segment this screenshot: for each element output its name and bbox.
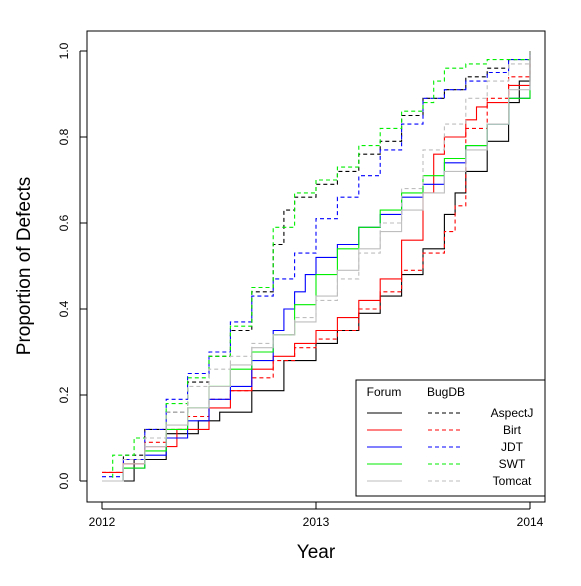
series-line-tomcat-forum (102, 51, 531, 482)
legend-entry-label: SWT (499, 457, 526, 471)
series-line-tomcat-bugdb (102, 51, 531, 482)
y-tick-label: 1.0 (57, 42, 71, 59)
x-tick-label: 2013 (303, 515, 330, 529)
series-line-birt-forum (102, 51, 531, 473)
legend: Forum BugDB AspectJ Birt JDT SWT Tomcat (355, 379, 546, 497)
legend-header-forum: Forum (367, 385, 402, 399)
series-layer (102, 51, 531, 482)
y-tick-label: 0.2 (57, 386, 71, 403)
legend-entry-label: AspectJ (491, 406, 534, 420)
axis-layer: 2012 2013 2014 0.0 0.2 0.4 0.6 0.8 1.0 (57, 42, 543, 529)
y-tick-label: 0.6 (57, 214, 71, 231)
y-tick-label: 0.8 (57, 128, 71, 145)
y-tick-label: 0.4 (57, 300, 71, 317)
x-tick-label: 2012 (89, 515, 116, 529)
series-line-jdt-forum (102, 51, 531, 482)
y-tick-label: 0.0 (57, 472, 71, 489)
legend-box (355, 379, 546, 497)
x-tick-label: 2014 (517, 515, 544, 529)
legend-entry-label: Birt (503, 423, 522, 437)
legend-entry-label: Tomcat (493, 474, 532, 488)
series-line-swt-bugdb (102, 51, 531, 482)
legend-entry-label: JDT (501, 440, 524, 454)
x-axis-title: Year (297, 542, 336, 563)
y-axis-title: Proportion of Defects (14, 177, 35, 355)
legend-header-bugdb: BugDB (427, 385, 465, 399)
series-line-jdt-bugdb (102, 51, 531, 478)
